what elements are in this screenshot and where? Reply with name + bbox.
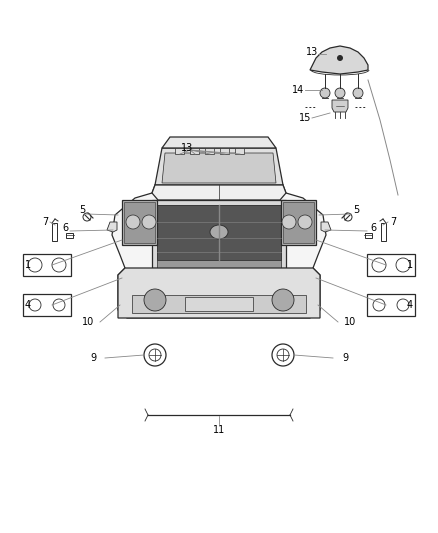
Bar — [367, 294, 415, 316]
Circle shape — [335, 88, 345, 98]
Bar — [365, 233, 372, 238]
Polygon shape — [155, 148, 283, 185]
Polygon shape — [107, 222, 117, 232]
Text: 4: 4 — [407, 300, 413, 310]
Bar — [283, 202, 314, 243]
Bar — [124, 202, 155, 243]
Text: 7: 7 — [42, 217, 48, 227]
Text: 4: 4 — [25, 300, 31, 310]
Bar — [367, 254, 415, 276]
Bar — [23, 254, 71, 276]
Text: 6: 6 — [62, 223, 68, 233]
Bar — [152, 200, 286, 268]
Circle shape — [337, 55, 343, 61]
Ellipse shape — [210, 225, 228, 239]
Polygon shape — [152, 185, 286, 200]
Bar — [157, 260, 281, 268]
Bar — [235, 148, 244, 154]
Polygon shape — [321, 222, 331, 232]
Text: 9: 9 — [90, 353, 96, 363]
Bar — [132, 295, 306, 313]
Bar — [185, 297, 253, 311]
Circle shape — [298, 215, 312, 229]
Circle shape — [144, 289, 166, 311]
Circle shape — [353, 88, 363, 98]
Text: 1: 1 — [25, 260, 31, 270]
Bar — [157, 205, 281, 260]
Circle shape — [272, 289, 294, 311]
Circle shape — [282, 215, 296, 229]
Bar — [23, 294, 71, 316]
Text: 10: 10 — [344, 317, 356, 327]
Circle shape — [142, 215, 156, 229]
Polygon shape — [332, 100, 348, 112]
Bar — [220, 148, 229, 154]
Text: 11: 11 — [213, 425, 225, 435]
Polygon shape — [162, 137, 276, 148]
Text: 13: 13 — [306, 47, 318, 57]
Text: 15: 15 — [299, 113, 311, 123]
Text: 7: 7 — [390, 217, 396, 227]
Polygon shape — [162, 153, 276, 183]
Text: 5: 5 — [353, 205, 359, 215]
Circle shape — [126, 215, 140, 229]
Polygon shape — [118, 268, 320, 318]
Text: 14: 14 — [292, 85, 304, 95]
Text: 10: 10 — [82, 317, 94, 327]
Bar — [281, 200, 316, 245]
Text: 9: 9 — [342, 353, 348, 363]
Bar — [190, 148, 199, 154]
Text: 6: 6 — [370, 223, 376, 233]
Bar — [52, 223, 57, 241]
Bar — [381, 223, 386, 241]
Text: 5: 5 — [79, 205, 85, 215]
Bar — [205, 148, 214, 154]
Polygon shape — [310, 46, 368, 74]
Text: 13: 13 — [181, 143, 193, 153]
Text: 1: 1 — [407, 260, 413, 270]
Circle shape — [320, 88, 330, 98]
Polygon shape — [112, 185, 326, 318]
Bar — [175, 148, 184, 154]
Bar — [122, 200, 157, 245]
Bar — [66, 233, 73, 238]
